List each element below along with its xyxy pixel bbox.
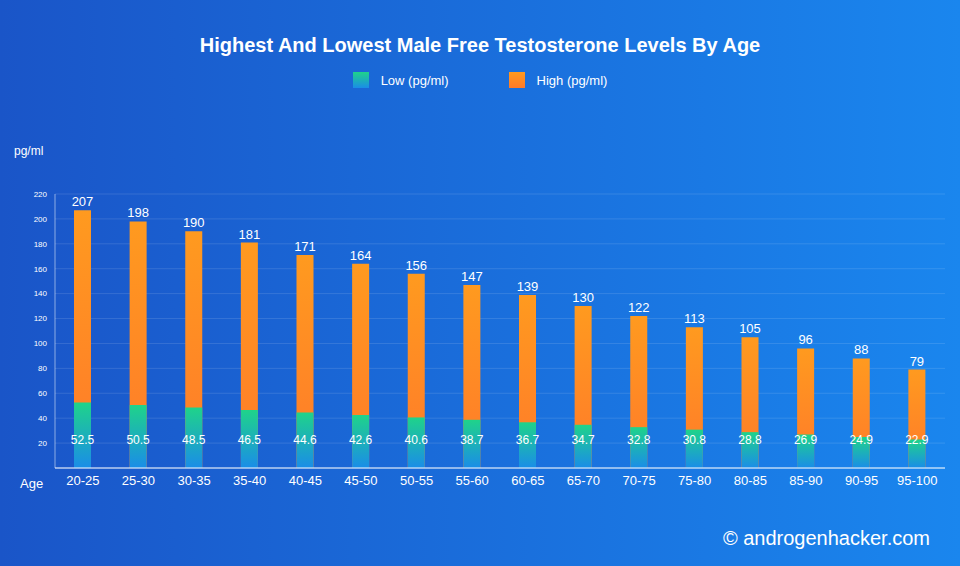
svg-text:48.5: 48.5 [182, 433, 206, 447]
svg-text:24.9: 24.9 [850, 433, 874, 447]
svg-text:95-100: 95-100 [897, 473, 937, 488]
svg-text:40.6: 40.6 [405, 433, 429, 447]
svg-text:80-85: 80-85 [734, 473, 767, 488]
svg-text:160: 160 [34, 265, 48, 274]
svg-text:30.8: 30.8 [683, 433, 707, 447]
svg-text:200: 200 [34, 215, 48, 224]
svg-text:156: 156 [405, 258, 427, 273]
svg-text:50-55: 50-55 [400, 473, 433, 488]
svg-text:20-25: 20-25 [66, 473, 99, 488]
svg-text:80: 80 [38, 364, 47, 373]
svg-text:22.9: 22.9 [905, 433, 929, 447]
svg-text:55-60: 55-60 [456, 473, 489, 488]
svg-text:40-45: 40-45 [289, 473, 322, 488]
svg-text:220: 220 [34, 190, 48, 199]
svg-text:35-40: 35-40 [233, 473, 266, 488]
svg-text:105: 105 [739, 321, 761, 336]
svg-text:50.5: 50.5 [126, 433, 150, 447]
svg-text:30-35: 30-35 [177, 473, 210, 488]
svg-text:70-75: 70-75 [622, 473, 655, 488]
svg-text:32.8: 32.8 [627, 433, 651, 447]
svg-text:40: 40 [38, 414, 47, 423]
html-text:pg/ml: pg/ml [14, 144, 44, 158]
svg-text:79: 79 [910, 354, 924, 369]
svg-text:34.7: 34.7 [571, 433, 595, 447]
svg-text:171: 171 [294, 239, 316, 254]
svg-text:122: 122 [628, 300, 650, 315]
svg-text:28.8: 28.8 [738, 433, 762, 447]
svg-text:25-30: 25-30 [122, 473, 155, 488]
svg-text:140: 140 [34, 289, 48, 298]
svg-text:139: 139 [517, 279, 539, 294]
svg-text:52.5: 52.5 [71, 433, 95, 447]
svg-text:20: 20 [38, 439, 47, 448]
svg-text:46.5: 46.5 [238, 433, 262, 447]
svg-text:147: 147 [461, 269, 483, 284]
html-text:Low (pg/ml): Low (pg/ml) [380, 72, 449, 88]
html-text:© androgenhacker.com: © androgenhacker.com [722, 527, 930, 549]
svg-text:36.7: 36.7 [516, 433, 540, 447]
svg-text:60: 60 [38, 389, 47, 398]
svg-text:207: 207 [72, 194, 94, 209]
svg-text:42.6: 42.6 [349, 433, 373, 447]
svg-text:130: 130 [572, 290, 594, 305]
svg-text:44.6: 44.6 [293, 433, 317, 447]
html-text:Highest And Lowest Male Free T: Highest And Lowest Male Free Testosteron… [199, 34, 761, 56]
svg-text:75-80: 75-80 [678, 473, 711, 488]
svg-text:60-65: 60-65 [511, 473, 544, 488]
svg-text:45-50: 45-50 [344, 473, 377, 488]
svg-text:113: 113 [684, 311, 705, 326]
svg-text:181: 181 [239, 227, 261, 242]
svg-text:38.7: 38.7 [460, 433, 484, 447]
svg-text:26.9: 26.9 [794, 433, 818, 447]
html-text:High (pg/ml): High (pg/ml) [536, 72, 608, 88]
svg-text:190: 190 [183, 215, 205, 230]
svg-text:120: 120 [34, 314, 48, 323]
svg-text:88: 88 [854, 342, 868, 357]
svg-text:65-70: 65-70 [567, 473, 600, 488]
svg-text:164: 164 [350, 248, 372, 263]
html-text:Age: Age [20, 476, 44, 491]
svg-text:96: 96 [798, 332, 812, 347]
svg-text:90-95: 90-95 [845, 473, 878, 488]
svg-text:180: 180 [34, 240, 48, 249]
svg-text:100: 100 [34, 339, 48, 348]
svg-text:85-90: 85-90 [789, 473, 822, 488]
svg-text:198: 198 [127, 205, 149, 220]
